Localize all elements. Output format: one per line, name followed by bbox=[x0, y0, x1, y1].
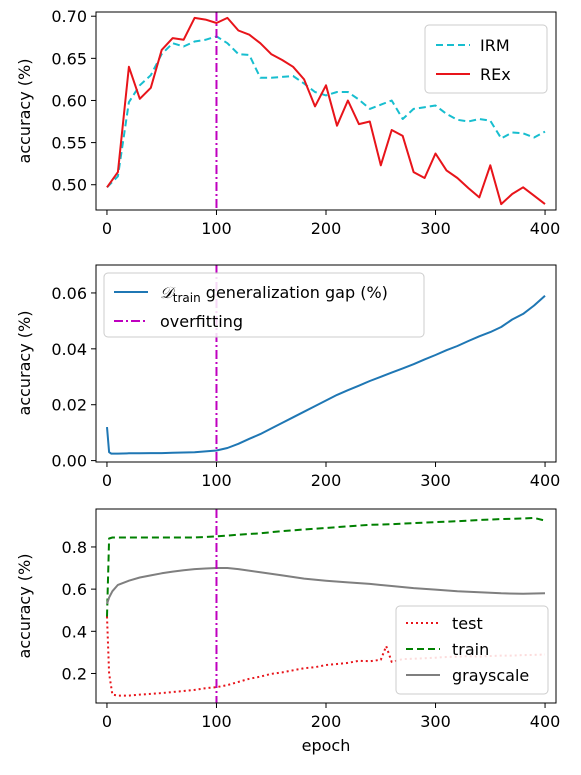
y-axis-label: accuracy (%) bbox=[15, 59, 34, 164]
plot-content bbox=[106, 265, 546, 462]
legend-box bbox=[424, 24, 548, 94]
legend-label-rex: REx bbox=[480, 65, 511, 84]
y-tick-label: 0.65 bbox=[51, 49, 87, 68]
y-tick-label: 0.04 bbox=[51, 340, 87, 359]
legend-label-irm: IRM bbox=[480, 36, 510, 55]
y-tick-label: 0.06 bbox=[51, 284, 87, 303]
y-tick-label: 0.55 bbox=[51, 134, 87, 153]
axis-ticks: 0 100 200 300 400 0.2 0.4 0.6 0.8 bbox=[62, 538, 561, 731]
series-line-rex bbox=[106, 16, 546, 206]
x-tick-label: 0 bbox=[102, 219, 112, 238]
legend-box bbox=[395, 605, 549, 695]
chart-panel-test-train-grayscale: 0 100 200 300 400 0.2 0.4 0.6 0.8 accuracy (%) e… bbox=[15, 508, 561, 755]
x-tick-label: 200 bbox=[311, 712, 342, 731]
y-axis-label: accuracy (%) bbox=[15, 554, 34, 659]
x-axis-label: epoch bbox=[302, 736, 351, 755]
legend-label-overfitting: overfitting bbox=[160, 312, 243, 331]
y-tick-label: 0.70 bbox=[51, 7, 87, 26]
x-tick-label: 300 bbox=[420, 219, 451, 238]
x-tick-label: 400 bbox=[530, 471, 561, 490]
series-line-irm bbox=[106, 35, 546, 189]
x-tick-label: 0 bbox=[102, 712, 112, 731]
x-tick-label: 300 bbox=[420, 712, 451, 731]
plot-content bbox=[106, 12, 546, 210]
y-tick-label: 0.8 bbox=[62, 538, 87, 557]
legend-label-generalization-gap: 𝒟train generalization gap (%) bbox=[160, 283, 388, 305]
legend: 𝒟train generalization gap (%) overfittin… bbox=[103, 272, 425, 338]
x-tick-label: 100 bbox=[201, 471, 232, 490]
x-tick-label: 200 bbox=[311, 471, 342, 490]
x-tick-label: 400 bbox=[530, 219, 561, 238]
y-axis-label: accuracy (%) bbox=[15, 311, 34, 416]
y-tick-label: 0.6 bbox=[62, 580, 87, 599]
x-tick-label: 300 bbox=[420, 471, 451, 490]
chart-panel-irm-rex: 0 100 200 300 400 0.50 0.55 0.60 0.65 0.70 accura… bbox=[15, 7, 560, 238]
x-tick-label: 100 bbox=[201, 219, 232, 238]
y-tick-label: 0.60 bbox=[51, 91, 87, 110]
x-tick-label: 0 bbox=[102, 471, 112, 490]
series-line-grayscale bbox=[106, 567, 546, 605]
chart-panel-generalization-gap: 0 100 200 300 400 0.00 0.02 0.04 0.06 accuracy (… bbox=[15, 264, 560, 490]
legend-box bbox=[103, 272, 425, 338]
legend-label-math: 𝒟 bbox=[160, 283, 176, 302]
legend: IRM REx bbox=[424, 24, 548, 94]
legend: test train grayscale bbox=[395, 605, 549, 695]
x-tick-label: 200 bbox=[311, 219, 342, 238]
y-tick-label: 0.2 bbox=[62, 664, 87, 683]
y-tick-label: 0.00 bbox=[51, 452, 87, 471]
y-tick-label: 0.50 bbox=[51, 176, 87, 195]
legend-label-train: train bbox=[452, 640, 489, 659]
legend-label-rest: generalization gap (%) bbox=[201, 283, 388, 302]
series-line-series-0 bbox=[106, 294, 546, 455]
axis-ticks: 0 100 200 300 400 0.50 0.55 0.60 0.65 0.70 bbox=[51, 7, 560, 238]
x-tick-label: 100 bbox=[201, 712, 232, 731]
x-tick-label: 400 bbox=[530, 712, 561, 731]
y-tick-label: 0.02 bbox=[51, 396, 87, 415]
legend-label-subscript: train bbox=[173, 291, 201, 305]
axis-ticks: 0 100 200 300 400 0.00 0.02 0.04 0.06 bbox=[51, 284, 560, 490]
legend-label-test: test bbox=[452, 614, 483, 633]
y-tick-label: 0.4 bbox=[62, 622, 87, 641]
legend-label-grayscale: grayscale bbox=[452, 666, 529, 685]
